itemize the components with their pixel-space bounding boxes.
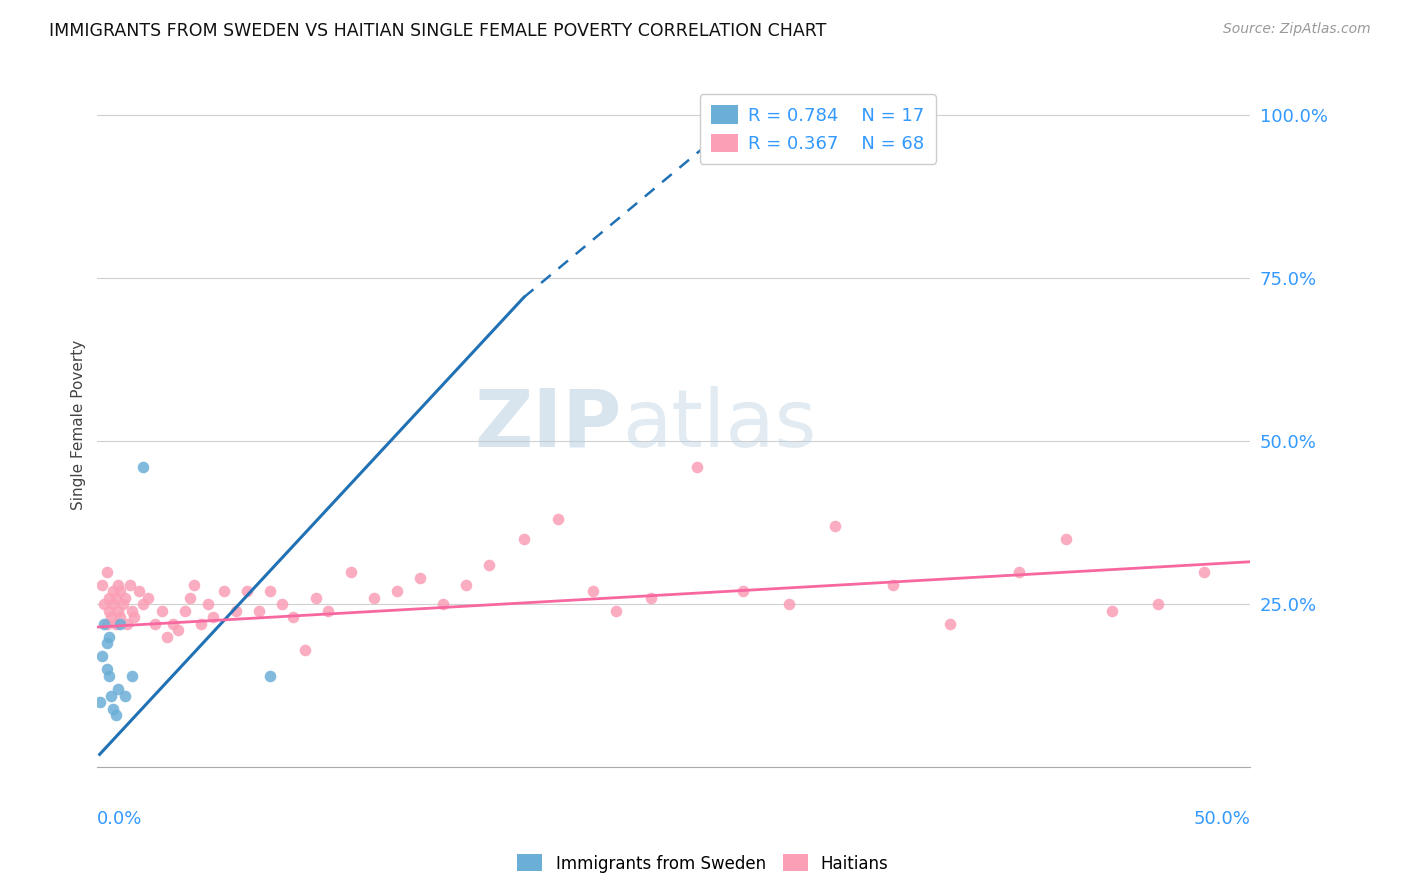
Point (305, 591, 328, 605)
Point (709, 127, 731, 141)
Text: 0.0%: 0.0% (97, 810, 143, 828)
Point (114, 591, 136, 605)
Point (190, 616, 212, 631)
Legend: Immigrants from Sweden, Haitians: Immigrants from Sweden, Haitians (510, 847, 896, 880)
Point (270, 597, 292, 611)
Point (409, 571, 432, 585)
Point (117, 616, 139, 631)
Point (686, 460, 709, 475)
Point (97, 669, 120, 683)
Text: IMMIGRANTS FROM SWEDEN VS HAITIAN SINGLE FEMALE POVERTY CORRELATION CHART: IMMIGRANTS FROM SWEDEN VS HAITIAN SINGLE… (49, 22, 827, 40)
Point (103, 597, 125, 611)
Point (100, 689, 122, 703)
Point (104, 708, 127, 723)
Point (100, 610, 122, 624)
Point (1192, 565, 1215, 579)
Point (640, 591, 662, 605)
Point (513, 532, 536, 546)
Point (103, 701, 125, 715)
Point (162, 616, 184, 631)
Point (121, 669, 143, 683)
Point (91, 649, 114, 664)
Point (385, 584, 408, 599)
Point (96, 663, 118, 677)
Point (294, 643, 316, 657)
Point (93, 597, 115, 611)
Point (167, 624, 190, 638)
Point (104, 616, 127, 631)
Point (107, 682, 129, 697)
Point (110, 584, 132, 599)
Point (225, 604, 247, 618)
Point (259, 669, 281, 683)
Point (107, 604, 129, 618)
Point (96, 565, 118, 579)
Point (201, 610, 224, 624)
Point (605, 604, 627, 618)
Point (1054, 532, 1077, 546)
Point (183, 577, 205, 591)
Text: Source: ZipAtlas.com: Source: ZipAtlas.com (1223, 22, 1371, 37)
Point (121, 604, 143, 618)
Point (110, 616, 132, 631)
Point (103, 584, 125, 599)
Point (97, 604, 120, 618)
Text: 50.0%: 50.0% (1194, 810, 1250, 828)
Text: atlas: atlas (621, 385, 817, 464)
Point (882, 577, 904, 591)
Point (132, 460, 155, 475)
Point (731, 584, 754, 599)
Legend: R = 0.784    N = 17, R = 0.367    N = 68: R = 0.784 N = 17, R = 0.367 N = 68 (700, 95, 935, 164)
Point (150, 604, 173, 618)
Point (236, 584, 259, 599)
Point (247, 604, 270, 618)
Point (97, 591, 120, 605)
Point (96, 636, 118, 650)
Point (104, 591, 127, 605)
Point (432, 597, 454, 611)
Point (110, 610, 132, 624)
Point (582, 584, 605, 599)
Point (478, 558, 501, 572)
Point (824, 519, 846, 533)
Point (89, 695, 111, 709)
Point (136, 591, 159, 605)
Y-axis label: Single Female Poverty: Single Female Poverty (72, 340, 86, 510)
Point (778, 597, 800, 611)
Point (1101, 604, 1123, 618)
Point (179, 591, 201, 605)
Point (96, 616, 118, 631)
Point (547, 512, 569, 526)
Text: ZIP: ZIP (475, 385, 621, 464)
Point (283, 610, 305, 624)
Point (111, 597, 134, 611)
Point (174, 604, 197, 618)
Point (132, 597, 155, 611)
Point (363, 591, 385, 605)
Point (939, 616, 962, 631)
Point (316, 604, 339, 618)
Point (197, 597, 219, 611)
Point (1008, 565, 1031, 579)
Point (155, 630, 177, 644)
Point (91, 577, 114, 591)
Point (128, 584, 150, 599)
Point (122, 610, 145, 624)
Point (340, 565, 363, 579)
Point (1146, 597, 1168, 611)
Point (93, 616, 115, 631)
Point (143, 616, 166, 631)
Point (456, 577, 478, 591)
Point (107, 577, 129, 591)
Point (114, 689, 136, 703)
Point (118, 577, 141, 591)
Point (97, 630, 120, 644)
Point (212, 584, 235, 599)
Point (259, 584, 281, 599)
